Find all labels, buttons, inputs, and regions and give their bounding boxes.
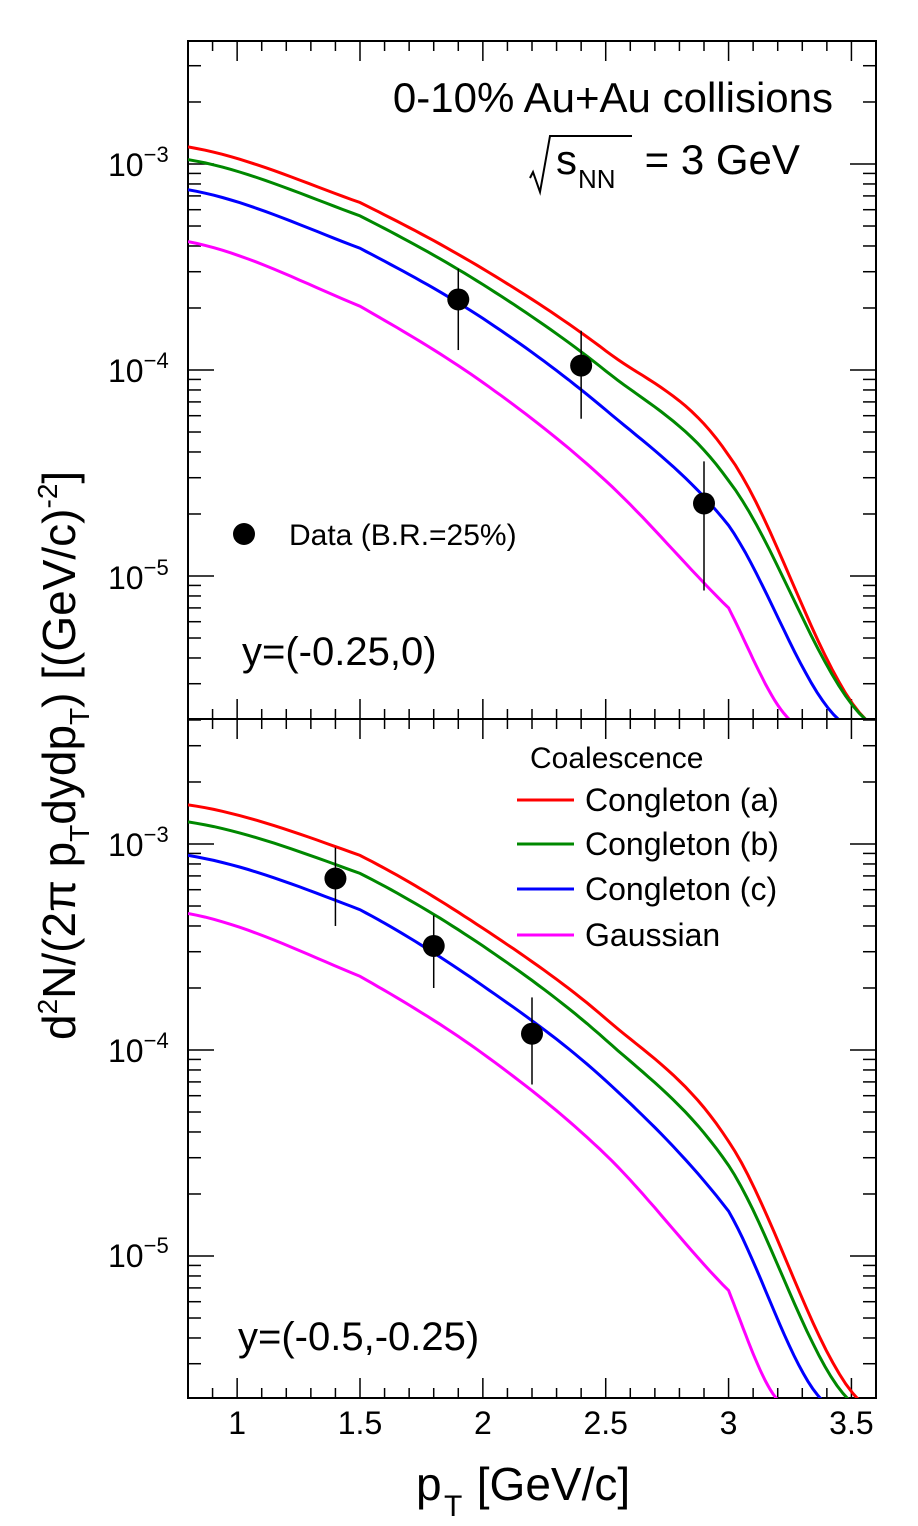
x-axis-title-unit: [GeV/c] xyxy=(464,1458,630,1510)
y-axis-title: d2N/(2π pTdydpT) [(GeV/c)-2] xyxy=(32,471,95,1040)
y-title-end: ] xyxy=(33,471,85,484)
curve-congleton-c xyxy=(188,188,841,719)
x-tick-label: 1.5 xyxy=(338,1405,382,1441)
data-point xyxy=(447,288,470,311)
top-rapidity-label: y=(-0.25,0) xyxy=(242,630,437,674)
legend-label-congleton-b: Congleton (b) xyxy=(585,826,779,862)
y-title-dydp: dydp xyxy=(33,725,85,825)
y-tick-label: 10−5 xyxy=(108,555,169,596)
data-point xyxy=(521,1022,543,1045)
title-line1: 0-10% Au+Au collisions xyxy=(393,74,833,121)
curve-congleton-b xyxy=(188,158,868,719)
x-tick-label: 1 xyxy=(228,1405,246,1441)
y-title-exp: -2 xyxy=(32,484,63,509)
y-tick-label: 10−5 xyxy=(108,1233,169,1274)
curve-congleton-a xyxy=(188,803,860,1398)
x-tick-label: 2.5 xyxy=(583,1405,627,1441)
data-point xyxy=(693,492,715,515)
legend-label-gaussian: Gaussian xyxy=(585,917,720,953)
x-tick-label: 3.5 xyxy=(829,1405,873,1441)
y-title-n: N/(2π p xyxy=(33,842,85,999)
y-tick-label: 10−4 xyxy=(108,348,169,389)
curve-congleton-c xyxy=(188,853,823,1398)
x-tick-label: 2 xyxy=(474,1405,492,1441)
y-title-t1: T xyxy=(64,825,95,842)
x-tick-label: 3 xyxy=(720,1405,738,1441)
svg-text:d2N/(2π pTdydpT) [(GeV/c)-2]: d2N/(2π pTdydpT) [(GeV/c)-2] xyxy=(32,471,95,1040)
curve-congleton-b xyxy=(188,820,850,1398)
legend-header: Coalescence xyxy=(530,742,703,775)
data-legend-label: Data (B.R.=25%) xyxy=(289,519,517,552)
sqrt-sign xyxy=(529,135,632,196)
y-title-2: 2 xyxy=(32,999,63,1015)
legend-label-congleton-a: Congleton (a) xyxy=(585,782,779,818)
top-panel: 10−3 10−4 10−5 xyxy=(108,40,877,720)
legend-label-congleton-c: Congleton (c) xyxy=(585,871,777,907)
bottom-panel: 10−3 10−4 10−5 1 1.5 2 2.5 3 3.5 xyxy=(108,718,877,1441)
y-title-close: ) [(GeV/c) xyxy=(33,509,85,708)
curve-congleton-a xyxy=(188,145,868,719)
title-sqrt-s: s NN = 3 GeV xyxy=(529,135,800,196)
x-axis-title-p: p xyxy=(416,1458,442,1510)
x-axis-title: p T [GeV/c] xyxy=(416,1458,630,1523)
x-axis-title-sub: T xyxy=(444,1490,462,1523)
data-legend-marker xyxy=(233,523,255,545)
y-title-d: d xyxy=(33,1014,85,1040)
title-energy: = 3 GeV xyxy=(633,136,800,183)
y-tick-label: 10−4 xyxy=(108,1028,169,1069)
model-legend: Coalescence Congleton (a) Congleton (b) … xyxy=(517,742,779,953)
y-tick-label: 10−3 xyxy=(108,822,169,863)
data-point xyxy=(324,867,347,890)
curve-gaussian xyxy=(188,912,779,1398)
curve-gaussian xyxy=(188,240,792,719)
data-point xyxy=(570,354,593,377)
title-s: s xyxy=(556,136,577,183)
data-point xyxy=(422,934,445,957)
title-nn: NN xyxy=(578,164,616,194)
bottom-rapidity-label: y=(-0.5,-0.25) xyxy=(238,1315,479,1359)
y-title-t2: T xyxy=(64,708,95,725)
y-tick-label: 10−3 xyxy=(108,142,169,183)
